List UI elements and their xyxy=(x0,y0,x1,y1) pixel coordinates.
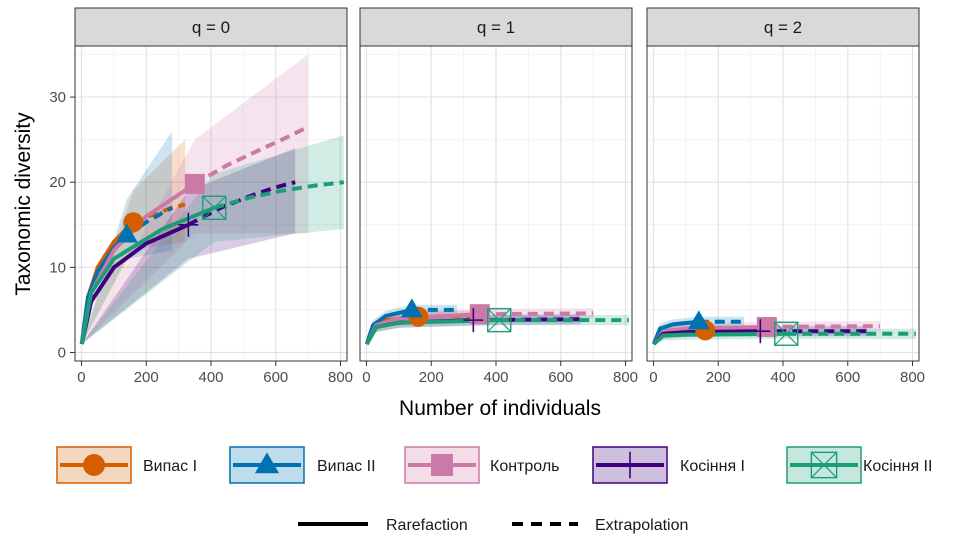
observed-point xyxy=(202,195,227,220)
x-tick-label: 600 xyxy=(263,369,288,386)
observed-point xyxy=(184,173,205,194)
y-axis-title: Taxonomic diversity xyxy=(12,112,35,296)
legend-label: Косіння I xyxy=(680,458,745,475)
legend-marker xyxy=(810,451,838,479)
grid xyxy=(647,46,919,361)
legend-item: Випас I xyxy=(56,446,197,484)
x-tick-label: 800 xyxy=(613,369,638,386)
x-tick-label: 200 xyxy=(419,369,444,386)
linetype-legend-item: Extrapolation xyxy=(512,517,688,534)
confidence-band xyxy=(81,148,296,344)
observed-point xyxy=(115,223,138,243)
legend-label: Косіння II xyxy=(863,458,932,475)
legend-marker xyxy=(83,454,105,476)
x-axis: 0 200 400 600 800 0 200 400 600 800 0 200 400 600 800 xyxy=(77,361,925,386)
x-tick-label: 800 xyxy=(900,369,925,386)
extrapolation-line xyxy=(125,206,174,237)
grid xyxy=(75,46,347,361)
x-tick-label: 600 xyxy=(548,369,573,386)
x-tick-label: 0 xyxy=(77,369,85,386)
facet-strip-label: q = 2 xyxy=(764,18,802,37)
rarefaction-line xyxy=(79,205,215,345)
legend-label: Випас I xyxy=(143,458,197,475)
observed-point xyxy=(400,298,423,318)
extrapolation-line xyxy=(766,324,881,329)
linetype-legend: Rarefaction Extrapolation xyxy=(298,517,688,534)
y-tick-label: 30 xyxy=(49,89,66,106)
x-tick-label: 0 xyxy=(362,369,370,386)
y-tick-label: 20 xyxy=(49,174,66,191)
x-axis-title: Number of individuals xyxy=(399,397,601,420)
rarefaction-line xyxy=(652,331,787,346)
legend-label: Випас II xyxy=(317,458,376,475)
linetype-legend-item: Rarefaction xyxy=(298,517,468,534)
legend-item: Випас II xyxy=(229,446,376,484)
x-tick-label: 200 xyxy=(706,369,731,386)
legend-key xyxy=(404,446,480,484)
x-tick-label: 600 xyxy=(835,369,860,386)
facet-strip-label: q = 0 xyxy=(192,18,230,37)
y-axis: 0 10 20 30 xyxy=(49,89,75,361)
legend-key xyxy=(592,446,668,484)
x-tick-label: 800 xyxy=(328,369,353,386)
observed-point xyxy=(469,304,490,325)
facet-strip xyxy=(359,7,633,47)
facet-strip xyxy=(74,7,348,47)
linetype-label: Extrapolation xyxy=(595,517,688,534)
extrapolation-line xyxy=(479,311,594,317)
facet-panel: q = 0 xyxy=(74,7,348,362)
extrapolation-line xyxy=(213,180,345,210)
observed-point xyxy=(687,310,710,330)
legend-marker xyxy=(619,451,641,479)
linetype-label: Rarefaction xyxy=(386,517,468,534)
series-layer xyxy=(651,310,916,346)
confidence-band xyxy=(81,54,309,344)
observed-point xyxy=(178,212,199,237)
legend-item: Косіння I xyxy=(592,446,745,484)
legend-label: Контроль xyxy=(490,458,560,475)
facet-panel: q = 1 xyxy=(359,7,633,362)
observed-point xyxy=(750,319,771,344)
observed-point xyxy=(774,321,799,346)
series-layer xyxy=(79,54,345,345)
legend: Випас I Випас II Контроль Косіння I Косіння … xyxy=(56,446,932,484)
observed-point xyxy=(487,307,512,333)
extrapolation-line xyxy=(132,202,186,225)
legend-key xyxy=(229,446,305,484)
legend-marker xyxy=(254,452,280,474)
legend-item: Контроль xyxy=(404,446,560,484)
series-layer xyxy=(364,298,629,346)
x-tick-label: 400 xyxy=(198,369,223,386)
facet-panel: q = 2 xyxy=(646,7,920,362)
y-tick-label: 0 xyxy=(58,344,66,361)
y-tick-label: 10 xyxy=(49,259,66,276)
facet-panels: q = 0 q = 1 q = 2 xyxy=(74,7,920,362)
facet-strip xyxy=(646,7,920,47)
x-tick-label: 0 xyxy=(649,369,657,386)
observed-point xyxy=(463,308,484,333)
legend-key xyxy=(786,446,862,484)
rarefaction-line xyxy=(651,319,699,345)
legend-marker xyxy=(431,454,453,476)
x-tick-label: 200 xyxy=(134,369,159,386)
rarefaction-line xyxy=(365,318,500,345)
x-tick-label: 400 xyxy=(770,369,795,386)
extrapolation-line xyxy=(193,125,309,186)
x-tick-label: 400 xyxy=(483,369,508,386)
facet-strip-label: q = 1 xyxy=(477,18,515,37)
legend-item: Косіння II xyxy=(786,446,932,484)
legend-key xyxy=(56,446,132,484)
